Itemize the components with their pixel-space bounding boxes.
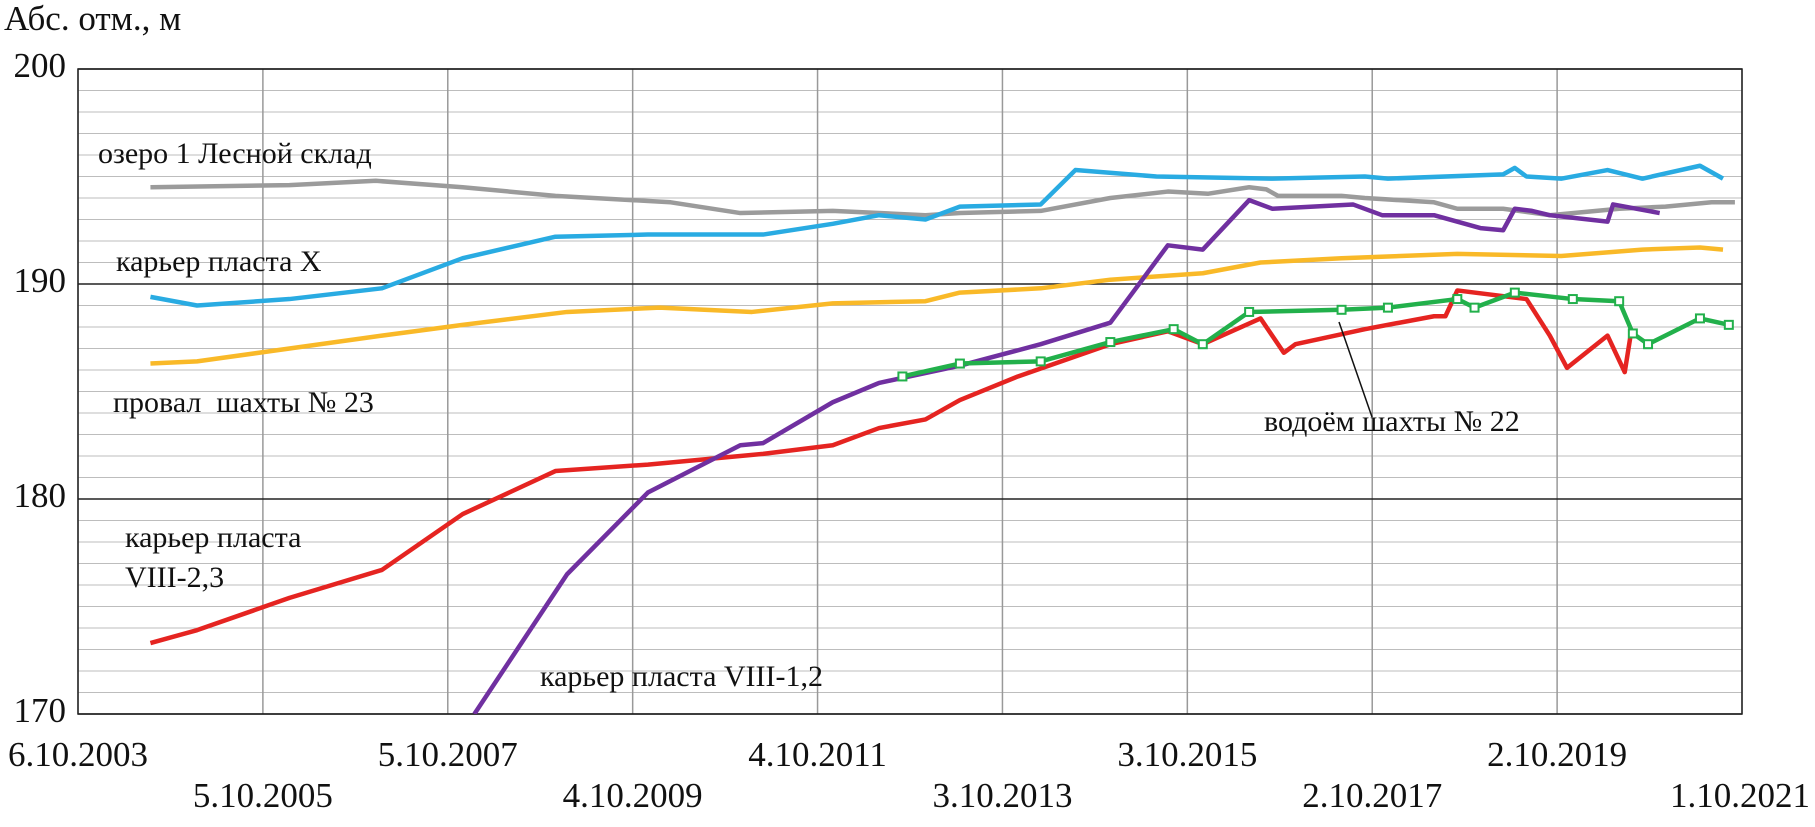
x-tick-label: 3.10.2013 (932, 776, 1072, 815)
x-tick-label: 3.10.2015 (1117, 735, 1257, 774)
marker (1509, 287, 1520, 298)
marker (1627, 328, 1638, 339)
marker (1469, 302, 1480, 313)
x-tick-label: 4.10.2009 (563, 776, 703, 815)
series-label: карьер пласта X (116, 245, 322, 278)
marker (1168, 324, 1179, 335)
series-line (150, 163, 1725, 308)
x-tick-label: 6.10.2003 (8, 735, 148, 774)
x-tick-label: 2.10.2017 (1302, 776, 1442, 815)
x-tick-label: 1.10.2021 (1670, 776, 1810, 815)
plot-frame (77, 68, 1743, 715)
y-tick-label: 190 (14, 261, 67, 300)
x-tick-label: 2.10.2019 (1487, 735, 1627, 774)
y-tick-label: 170 (14, 691, 67, 730)
series-line (472, 197, 1661, 714)
marker (1723, 319, 1734, 330)
x-tick-label: 5.10.2005 (193, 776, 333, 815)
marker (1694, 313, 1705, 324)
series-label: водоём шахты № 22 (1264, 405, 1520, 438)
series-line (150, 245, 1724, 366)
marker (1197, 339, 1208, 350)
series-label: карьер пласта VIII-1,2 (540, 660, 824, 693)
marker (954, 358, 965, 369)
x-tick-label: 4.10.2011 (748, 735, 887, 774)
marker (1105, 337, 1116, 348)
marker (1452, 294, 1463, 305)
series-label: провал шахты № 23 (113, 386, 374, 419)
y-tick-label: 200 (14, 46, 67, 85)
y-tick-label: 180 (14, 476, 67, 515)
marker (897, 371, 908, 382)
series-label: озеро 1 Лесной склад (98, 137, 372, 170)
marker (1567, 294, 1578, 305)
marker (1035, 356, 1046, 367)
marker (1382, 302, 1393, 313)
marker (1336, 304, 1347, 315)
marker (1614, 296, 1625, 307)
series-label: карьер пласта VIII-2,3 (125, 521, 302, 594)
x-tick-label: 5.10.2007 (378, 735, 518, 774)
leader-line (1338, 321, 1373, 418)
y-axis-label: Абс. отм., м (4, 0, 181, 38)
series-line (149, 288, 1633, 646)
marker (1244, 306, 1255, 317)
marker (1643, 339, 1654, 350)
